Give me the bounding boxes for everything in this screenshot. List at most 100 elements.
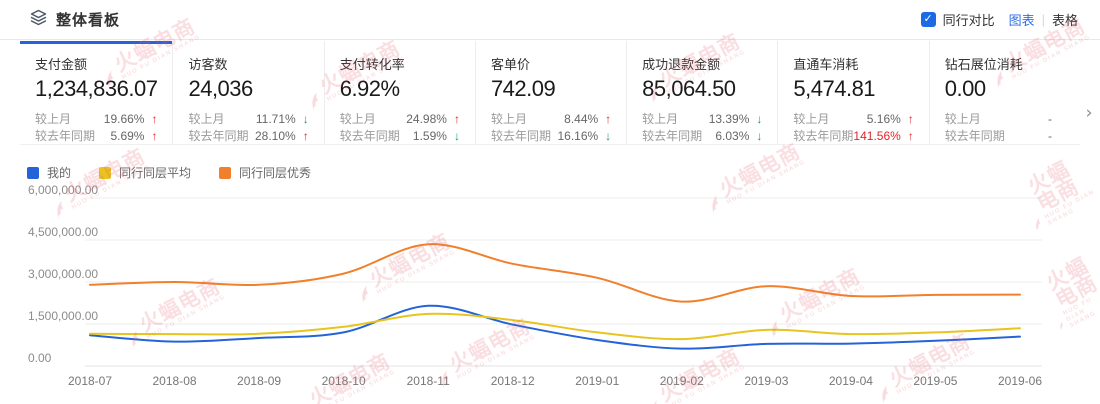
- kpi-label: 客单价: [490, 57, 530, 72]
- trend-period-label: 较上月: [793, 112, 830, 126]
- kpi-label: 钻石展位消耗: [944, 57, 1023, 72]
- trend-value: 6.03%: [715, 129, 750, 143]
- kpi-trend-row: 较上月 24.98% ↑: [340, 111, 460, 128]
- arrow-up-icon: ↑: [453, 112, 460, 126]
- kpi-trend-row: 较上月 8.44% ↑: [491, 111, 611, 128]
- trend-value: 11.71%: [255, 112, 296, 126]
- legend-swatch-icon: [99, 166, 112, 179]
- legend-label: 我的: [47, 166, 72, 180]
- trend-value: 24.98%: [406, 112, 447, 126]
- kpi-value: 742.09: [490, 76, 556, 101]
- x-axis-tick-label: 2018-12: [490, 374, 535, 388]
- kpi-label: 直通车消耗: [793, 57, 859, 72]
- trend-period-label: 较去年同期: [944, 129, 1005, 143]
- legend-item-1[interactable]: 同行同层平均: [99, 164, 191, 181]
- x-axis-tick-label: 2019-05: [913, 374, 958, 388]
- legend-item-0[interactable]: 我的: [27, 164, 71, 181]
- trend-value: -: [1048, 129, 1053, 143]
- kpi-card[interactable]: 钻石展位消耗 0.00 较上月 - 较去年同期 -: [929, 41, 1081, 144]
- kpi-value: 1,234,836.07: [35, 76, 158, 101]
- x-axis-tick-label: 2019-06: [997, 374, 1043, 388]
- trend-period-label: 较去年同期: [490, 129, 551, 143]
- x-axis-tick-label: 2019-01: [575, 374, 620, 388]
- y-axis-tick-label: 0.00: [28, 351, 52, 365]
- peer-compare-checkbox[interactable]: ✓: [920, 12, 936, 27]
- trend-value: 16.16%: [557, 129, 599, 143]
- legend-label: 同行同层优秀: [239, 166, 312, 180]
- page-title: 整体看板: [56, 12, 121, 29]
- view-toggle-separator: |: [1041, 12, 1045, 27]
- arrow-up-icon: ↑: [302, 129, 309, 143]
- kpi-cards-row: 支付金额 1,234,836.07 较上月 19.66% ↑ 较去年同期 5.69% ↑ …: [20, 41, 1081, 145]
- next-cards-button[interactable]: ›: [1080, 100, 1098, 126]
- trend-period-label: 较去年同期: [188, 129, 249, 143]
- series-line-0: [89, 304, 1021, 350]
- x-axis-tick-label: 2018-11: [406, 374, 450, 388]
- trend-period-label: 较去年同期: [339, 129, 400, 143]
- trend-period-label: 较去年同期: [793, 129, 854, 143]
- kpi-card[interactable]: 支付转化率 6.92% 较上月 24.98% ↑ 较去年同期 1.59% ↓: [324, 41, 476, 144]
- page-header: 整体看板 ✓ 同行对比 图表 | 表格: [0, 0, 1100, 40]
- trend-period-label: 较上月: [642, 112, 679, 126]
- arrow-down-icon: ↓: [605, 129, 612, 143]
- kpi-label: 支付金额: [35, 57, 88, 72]
- x-axis-tick-label: 2019-03: [744, 374, 789, 388]
- arrow-up-icon: ↑: [907, 129, 914, 143]
- arrow-up-icon: ↑: [907, 112, 914, 126]
- x-axis-tick-label: 2018-10: [321, 374, 366, 388]
- y-axis-tick-label: 1,500,000.00: [28, 309, 99, 323]
- trend-period-label: 较上月: [339, 112, 376, 126]
- kpi-trend-row: 较去年同期 16.16% ↓: [491, 128, 611, 145]
- header-controls: ✓ 同行对比 图表 | 表格: [920, 10, 1078, 29]
- arrow-up-icon: ↑: [151, 129, 158, 143]
- trend-period-label: 较上月: [188, 112, 225, 126]
- trend-value: 19.66%: [103, 112, 145, 126]
- trend-value: 28.10%: [255, 129, 296, 143]
- kpi-card[interactable]: 直通车消耗 5,474.81 较上月 5.16% ↑ 较去年同期 141.56% ↑: [778, 41, 930, 144]
- kpi-card[interactable]: 支付金额 1,234,836.07 较上月 19.66% ↑ 较去年同期 5.69% ↑: [20, 41, 174, 145]
- legend-label: 同行同层平均: [119, 166, 192, 180]
- kpi-trend-row: 较去年同期 28.10% ↑: [188, 128, 308, 145]
- kpi-trend-row: 较去年同期 6.03% ↓: [642, 128, 762, 145]
- kpi-value: 24,036: [188, 76, 253, 101]
- y-axis-tick-label: 4,500,000.00: [28, 225, 99, 239]
- legend-item-2[interactable]: 同行同层优秀: [219, 164, 311, 181]
- legend-swatch-icon: [219, 166, 232, 179]
- y-axis-tick-label: 3,000,000.00: [28, 267, 99, 281]
- kpi-card[interactable]: 访客数 24,036 较上月 11.71% ↓ 较去年同期 28.10% ↑: [173, 41, 325, 145]
- arrow-up-icon: ↑: [605, 112, 612, 126]
- kpi-trend-row: 较上月 13.39% ↓: [642, 111, 762, 128]
- y-axis-tick-label: 6,000,000.00: [28, 183, 99, 197]
- x-axis-tick-label: 2019-02: [659, 374, 704, 388]
- kpi-card[interactable]: 客单价 742.09 较上月 8.44% ↑ 较去年同期 16.16% ↓: [475, 41, 628, 145]
- kpi-value: 0.00: [944, 76, 986, 101]
- kpi-trend-row: 较去年同期 5.69% ↑: [35, 128, 157, 145]
- kpi-trend-row: 较上月 -: [945, 111, 1065, 128]
- arrow-down-icon: ↓: [302, 112, 309, 126]
- kpi-card[interactable]: 成功退款金额 85,064.50 较上月 13.39% ↓ 较去年同期 6.03% ↓: [627, 41, 779, 145]
- legend-swatch-icon: [27, 166, 39, 179]
- arrow-up-icon: ↑: [151, 112, 158, 126]
- x-axis-tick-label: 2019-04: [828, 374, 873, 388]
- kpi-trend-row: 较上月 19.66% ↑: [35, 111, 157, 128]
- kpi-value: 5,474.81: [793, 76, 876, 101]
- page-title-wrap: 整体看板: [30, 9, 120, 31]
- trend-value: -: [1048, 112, 1053, 126]
- trend-value: 5.69%: [110, 129, 145, 143]
- kpi-value: 85,064.50: [642, 76, 736, 101]
- view-chart-toggle[interactable]: 图表: [1008, 13, 1035, 28]
- trend-value: 141.56%: [853, 129, 901, 143]
- kpi-label: 访客数: [188, 57, 228, 72]
- x-axis-tick-label: 2018-07: [67, 374, 113, 388]
- kpi-trend-row: 较上月 5.16% ↑: [793, 111, 913, 128]
- chart-legend: 我的 同行同层平均 同行同层优秀: [27, 164, 311, 181]
- trend-period-label: 较去年同期: [35, 129, 96, 143]
- arrow-down-icon: ↓: [756, 129, 763, 143]
- kpi-label: 成功退款金额: [642, 57, 721, 72]
- series-line-2: [89, 243, 1021, 303]
- kpi-trend-row: 较上月 11.71% ↓: [188, 111, 308, 128]
- peer-compare-label: 同行对比: [942, 13, 995, 28]
- series-line-1: [89, 312, 1021, 341]
- view-table-toggle[interactable]: 表格: [1051, 13, 1078, 28]
